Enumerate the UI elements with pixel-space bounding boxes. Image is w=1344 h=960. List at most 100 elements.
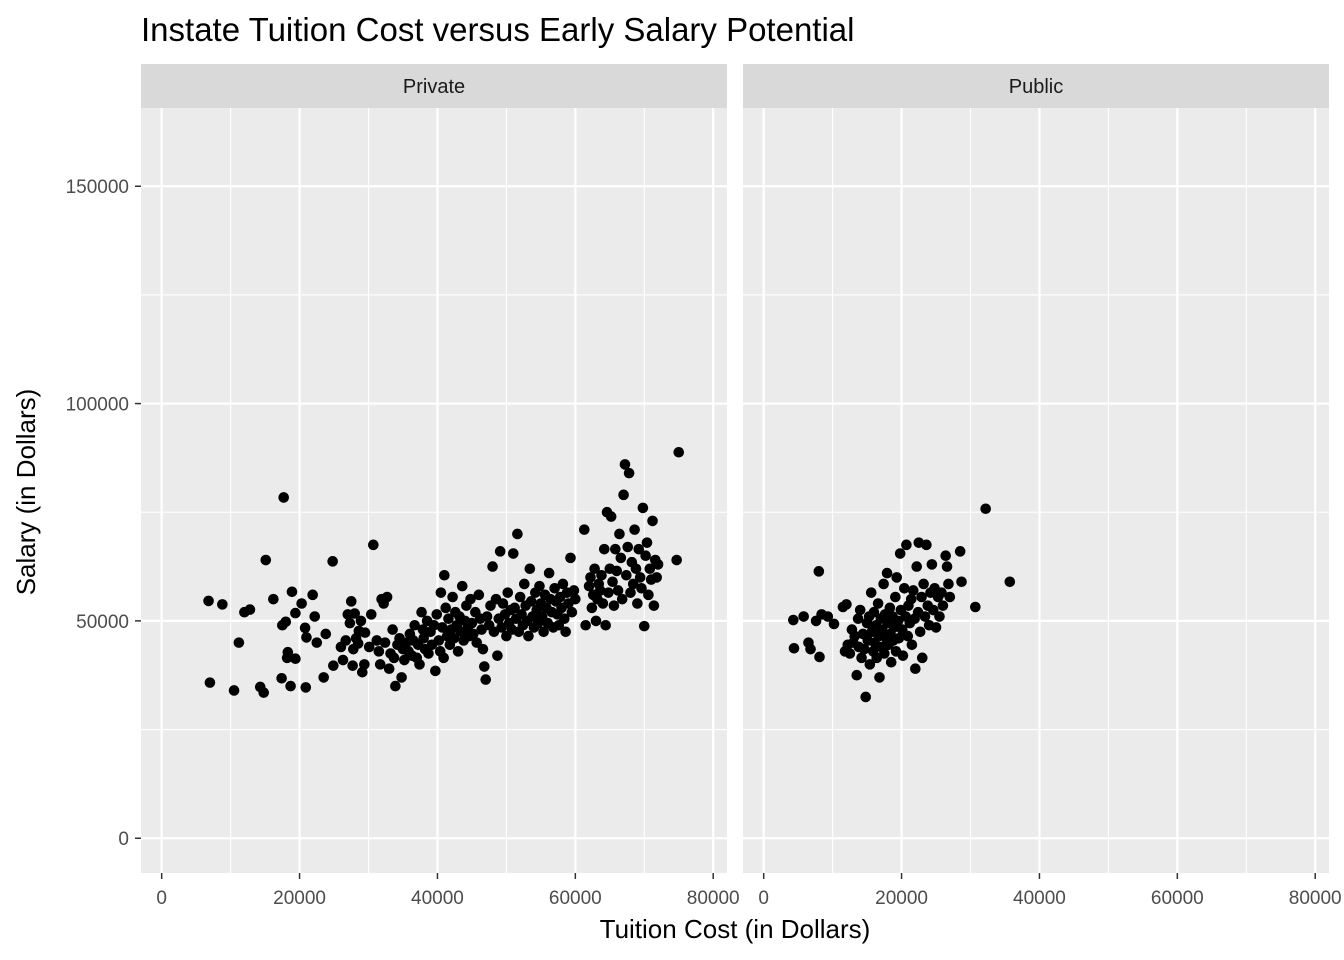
data-point bbox=[381, 591, 393, 603]
data-point bbox=[934, 611, 945, 622]
data-point bbox=[309, 611, 321, 622]
data-point bbox=[618, 489, 629, 501]
data-point bbox=[805, 643, 816, 655]
panel-background-private bbox=[141, 108, 727, 873]
data-point bbox=[543, 567, 555, 579]
x-tick-label: 20000 bbox=[875, 888, 928, 909]
data-point bbox=[860, 691, 872, 703]
data-point bbox=[447, 591, 458, 603]
data-point bbox=[643, 589, 654, 601]
data-point bbox=[396, 672, 407, 683]
data-point bbox=[452, 646, 464, 657]
data-point bbox=[439, 569, 450, 581]
data-point bbox=[479, 661, 490, 672]
data-point bbox=[340, 635, 352, 646]
data-point bbox=[203, 595, 214, 607]
data-point bbox=[558, 613, 570, 625]
data-point bbox=[523, 630, 534, 642]
data-point bbox=[387, 624, 398, 635]
data-point bbox=[671, 554, 682, 566]
data-point bbox=[466, 617, 478, 629]
data-point bbox=[841, 599, 852, 610]
data-point bbox=[874, 672, 885, 683]
data-point bbox=[296, 598, 307, 609]
data-point bbox=[286, 586, 298, 598]
data-point bbox=[534, 580, 545, 592]
data-point bbox=[268, 593, 279, 605]
data-point bbox=[443, 613, 454, 625]
data-point bbox=[307, 589, 318, 601]
data-point bbox=[349, 608, 361, 619]
data-point bbox=[798, 611, 809, 622]
data-point bbox=[640, 550, 651, 561]
data-point bbox=[902, 630, 914, 642]
data-point bbox=[644, 563, 656, 575]
gridlines-public bbox=[743, 108, 1329, 873]
data-point bbox=[851, 669, 863, 681]
data-point bbox=[456, 580, 468, 592]
data-point bbox=[916, 652, 928, 664]
x-tick-label: 80000 bbox=[687, 888, 740, 909]
data-point bbox=[440, 602, 452, 614]
data-point bbox=[481, 611, 493, 622]
data-point bbox=[538, 626, 549, 638]
data-point bbox=[633, 543, 645, 555]
data-point bbox=[941, 561, 953, 572]
data-point bbox=[610, 543, 621, 555]
data-point bbox=[630, 563, 642, 575]
y-tick-label: 50000 bbox=[76, 612, 129, 633]
points-private bbox=[203, 446, 685, 698]
data-point bbox=[627, 578, 639, 590]
data-point bbox=[597, 598, 609, 609]
data-point bbox=[525, 596, 537, 607]
data-point bbox=[359, 659, 370, 670]
data-point bbox=[583, 580, 595, 592]
data-point bbox=[673, 446, 685, 458]
data-point bbox=[632, 598, 643, 609]
data-point bbox=[512, 528, 523, 540]
data-point bbox=[884, 602, 896, 614]
data-point bbox=[980, 503, 991, 515]
y-tick-label: 0 bbox=[118, 829, 129, 850]
data-point bbox=[435, 587, 447, 598]
data-point bbox=[507, 548, 519, 559]
data-point bbox=[637, 502, 649, 514]
data-point bbox=[1004, 576, 1016, 588]
data-point bbox=[568, 585, 580, 596]
x-axis-public: 0 20000 40000 60000 80000 bbox=[758, 873, 1342, 909]
data-point bbox=[788, 614, 799, 626]
data-point bbox=[970, 601, 981, 613]
data-point bbox=[611, 565, 622, 577]
data-point bbox=[276, 672, 287, 684]
data-point bbox=[299, 622, 311, 634]
data-point bbox=[260, 554, 272, 566]
data-point bbox=[487, 561, 498, 572]
data-point bbox=[480, 674, 492, 685]
data-point bbox=[467, 628, 479, 640]
facet-label-private: Private bbox=[403, 76, 465, 98]
data-point bbox=[623, 467, 635, 479]
data-point bbox=[585, 572, 596, 583]
y-axis-title: Salary (in Dollars) bbox=[11, 389, 41, 596]
data-point bbox=[919, 611, 931, 622]
data-point bbox=[363, 641, 375, 653]
facet-public: Public bbox=[743, 64, 1329, 873]
points-public bbox=[788, 503, 1016, 703]
data-point bbox=[878, 578, 889, 590]
data-point bbox=[897, 650, 909, 661]
y-tick-label: 100000 bbox=[66, 395, 129, 416]
data-point bbox=[217, 599, 228, 610]
data-point bbox=[854, 604, 866, 616]
data-point bbox=[603, 587, 614, 598]
data-point bbox=[594, 585, 606, 596]
data-point bbox=[636, 582, 647, 594]
data-point bbox=[910, 663, 921, 675]
data-point bbox=[918, 578, 929, 590]
data-point bbox=[625, 587, 636, 598]
data-point bbox=[621, 569, 632, 581]
data-point bbox=[940, 550, 951, 561]
data-point bbox=[937, 600, 949, 611]
data-point bbox=[311, 637, 323, 648]
data-point bbox=[914, 626, 926, 638]
